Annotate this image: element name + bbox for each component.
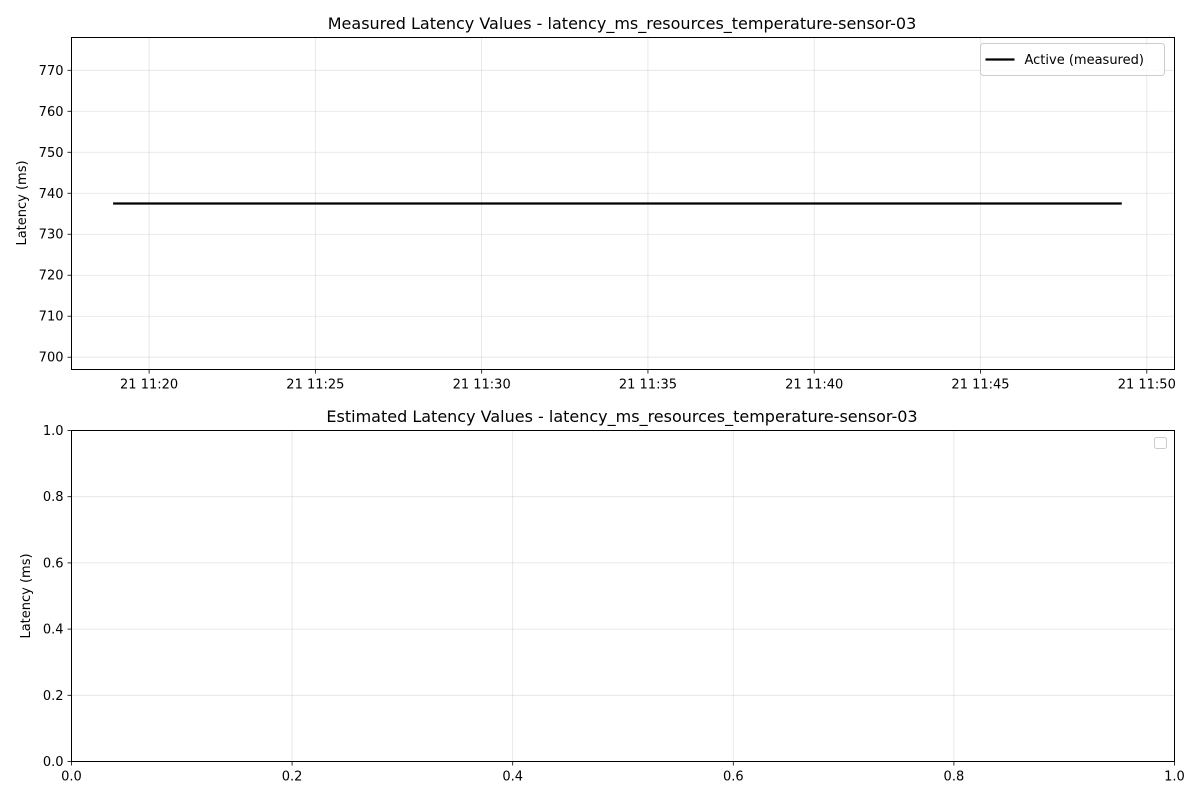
legend-label: Active (measured) [1025, 53, 1144, 68]
y-tick-label: 760 [39, 105, 64, 120]
y-tick-label: 0.0 [43, 755, 64, 770]
legend: Active (measured) [980, 43, 1165, 76]
x-tick-label: 21 11:50 [1118, 378, 1176, 393]
y-tick-label: 730 [39, 228, 64, 243]
plot-frame [71, 37, 1175, 370]
x-tick-label: 0.2 [282, 770, 303, 785]
legend-box [1154, 437, 1167, 449]
y-tick-label: 0.6 [43, 556, 64, 571]
x-tick-label: 0.4 [502, 770, 523, 785]
y-tick-label: 770 [39, 64, 64, 79]
x-tick-label: 21 11:45 [951, 378, 1009, 393]
y-tick-label: 750 [39, 146, 64, 161]
legend-box [980, 43, 1165, 76]
y-tick-label: 710 [39, 310, 64, 325]
x-tick-label: 0.6 [723, 770, 744, 785]
y-axis-label: Latency (ms) [15, 160, 30, 245]
chart-title: Measured Latency Values - latency_ms_res… [328, 14, 917, 34]
plot-frame [71, 430, 1175, 762]
chart-title: Estimated Latency Values - latency_ms_re… [326, 407, 917, 427]
x-tick-label: 21 11:30 [453, 378, 511, 393]
estimated-latency-chart: Estimated Latency Values - latency_ms_re… [19, 407, 1185, 785]
ticks: 21 11:20 21 11:25 21 11:30 21 11:35 21 11:40… [39, 64, 1176, 393]
x-tick-label: 21 11:20 [120, 378, 178, 393]
y-tick-label: 700 [39, 351, 64, 366]
x-tick-label: 21 11:35 [619, 378, 677, 393]
x-tick-label: 21 11:40 [785, 378, 843, 393]
x-tick-label: 0.8 [944, 770, 965, 785]
legend [1154, 437, 1167, 449]
ticks: 0.0 0.2 0.4 0.6 0.8 1.0 0.0 0.2 0.4 0.6 0.8 1.0 [43, 424, 1185, 785]
x-tick-label: 21 11:25 [286, 378, 344, 393]
y-axis-label: Latency (ms) [19, 553, 34, 638]
y-tick-label: 0.2 [43, 689, 64, 704]
y-tick-label: 740 [39, 187, 64, 202]
y-tick-label: 0.8 [43, 490, 64, 505]
y-tick-label: 1.0 [43, 424, 64, 439]
y-tick-label: 0.4 [43, 623, 64, 638]
x-tick-label: 1.0 [1164, 770, 1185, 785]
y-tick-label: 720 [39, 269, 64, 284]
x-tick-label: 0.0 [61, 770, 82, 785]
measured-latency-chart: Measured Latency Values - latency_ms_res… [15, 14, 1176, 393]
